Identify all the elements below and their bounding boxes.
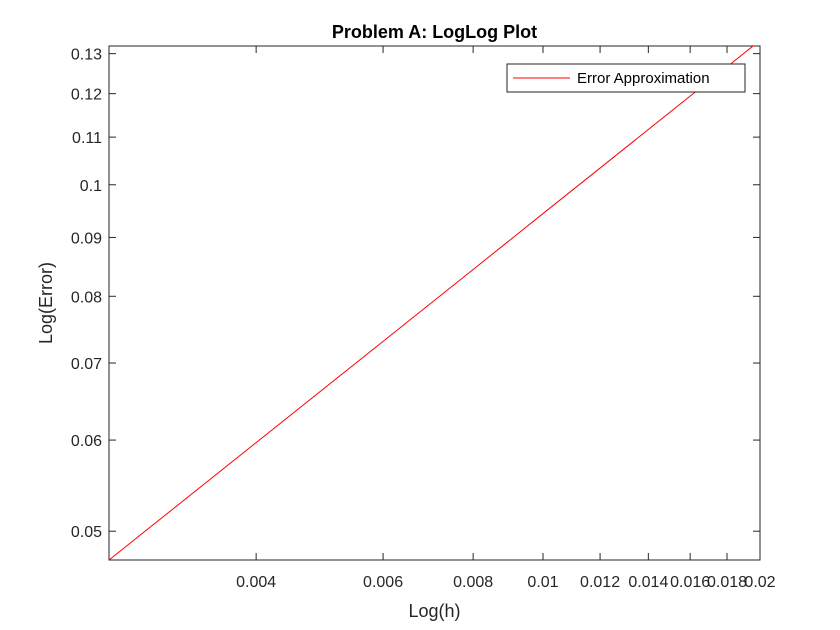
legend: Error Approximation bbox=[506, 63, 746, 93]
x-tick-label: 0.018 bbox=[707, 574, 747, 591]
y-tick-label: 0.13 bbox=[71, 47, 102, 64]
x-tick-label: 0.008 bbox=[453, 574, 493, 591]
x-axis-label: Log(h) bbox=[408, 601, 460, 621]
x-tick-label: 0.01 bbox=[527, 574, 558, 591]
axis-ticks: 0.004 0.006 0.008 0.01 0.012 0.014 0.0160.0180… bbox=[71, 46, 776, 591]
y-tick-label: 0.05 bbox=[71, 524, 102, 541]
legend-box bbox=[506, 63, 746, 93]
y-tick-label: 0.09 bbox=[71, 230, 102, 247]
x-tick-label: 0.004 bbox=[236, 574, 276, 591]
y-tick-label: 0.07 bbox=[71, 356, 102, 373]
y-tick-label: 0.08 bbox=[71, 289, 102, 306]
y-axis-label: Log(Error) bbox=[36, 262, 56, 344]
y-tick-label: 0.1 bbox=[80, 178, 102, 195]
plot-frame bbox=[108, 45, 761, 561]
x-tick-label: 0.012 bbox=[580, 574, 620, 591]
chart-title: Problem A: LogLog Plot bbox=[332, 22, 537, 42]
x-tick-label: 0.006 bbox=[363, 574, 403, 591]
x-tick-label: 0.02 bbox=[744, 574, 775, 591]
plot-area bbox=[108, 45, 761, 561]
legend-label: Error Approximation bbox=[577, 70, 710, 87]
x-tick-label: 0.016 bbox=[670, 574, 710, 591]
y-tick-label: 0.11 bbox=[72, 130, 102, 147]
x-tick-label: 0.014 bbox=[628, 574, 668, 591]
y-tick-label: 0.06 bbox=[71, 433, 102, 450]
y-tick-label: 0.12 bbox=[71, 87, 102, 104]
